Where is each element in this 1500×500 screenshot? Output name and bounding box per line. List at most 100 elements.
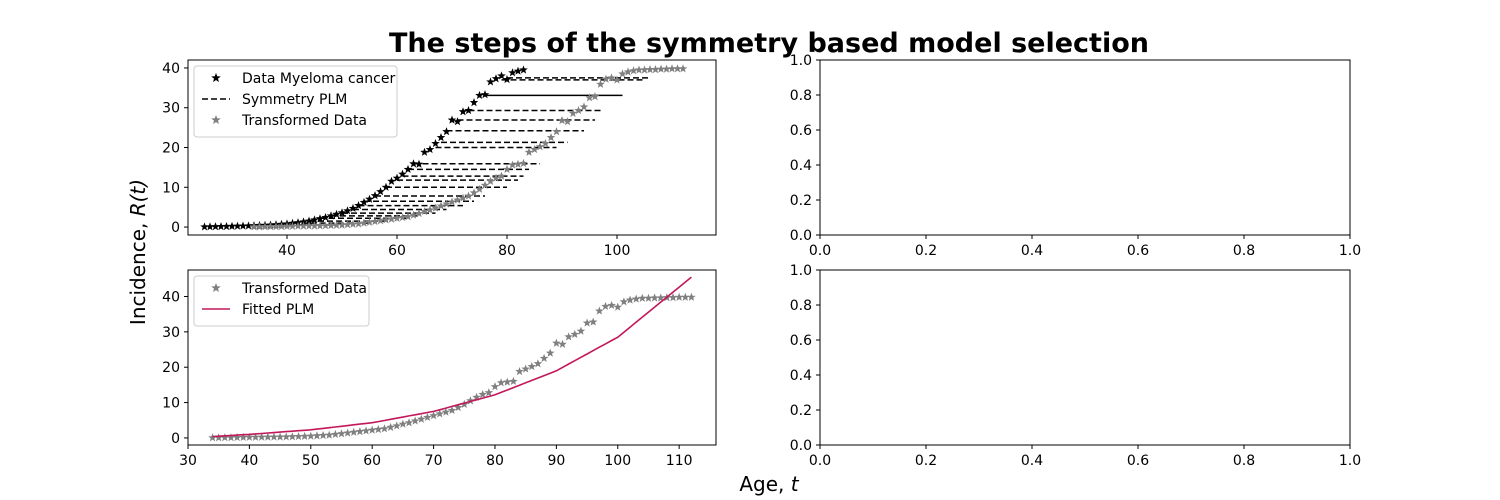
transformed-point: [392, 213, 402, 222]
transformed-point: [266, 222, 275, 231]
transformed-point: [491, 173, 501, 182]
transformed-point: [355, 427, 365, 436]
transformed-point: [447, 197, 457, 206]
transformed-point: [629, 66, 638, 75]
transformed-point: [374, 424, 383, 434]
transformed-point: [475, 184, 484, 193]
legend-box: [193, 275, 370, 327]
x-tick-label: 40: [240, 453, 258, 469]
transformed-point: [535, 142, 545, 151]
transformed-point: [645, 65, 655, 74]
transformed-point: [403, 212, 413, 221]
data-point: [200, 222, 209, 231]
transformed-point: [638, 293, 647, 302]
transformed-point: [404, 418, 414, 427]
data-point: [442, 127, 451, 136]
transformed-point: [255, 222, 264, 231]
data-point: [315, 214, 325, 223]
x-tick-label: 70: [425, 453, 443, 469]
data-point: [227, 221, 237, 230]
data-point: [502, 74, 512, 84]
transformed-point: [392, 421, 402, 430]
transformed-point: [337, 220, 347, 229]
legend-star-swatch: [211, 73, 221, 83]
transformed-point: [521, 364, 530, 373]
x-tick-label: 0.8: [1233, 453, 1255, 469]
subplot-bottom-left: 30 40 50 60 70 80 90 100 110 0 10 20 30 40 Transformed…: [162, 269, 717, 469]
transformed-point: [447, 405, 457, 414]
data-point: [365, 194, 374, 203]
transformed-point: [214, 433, 223, 442]
axes-frame: [187, 59, 717, 236]
transformed-point: [376, 216, 385, 225]
axes-frame: [819, 269, 1351, 446]
y-tick-label: 1.0: [790, 263, 812, 279]
transformed-point: [349, 427, 359, 436]
transformed-point: [208, 433, 217, 442]
y-axis-label-var: R(t): [126, 179, 150, 216]
transformed-point: [365, 217, 374, 226]
subplot-bottom-right: 0.0 0.2 0.4 0.6 0.8 1.0 0.0 0.2 0.4 0.6 0.8 1.0: [790, 263, 1361, 469]
transformed-point: [348, 219, 358, 228]
x-tick-label: 0.4: [1021, 243, 1043, 259]
transformed-point: [249, 222, 259, 231]
transformed-point: [435, 409, 444, 418]
legend-star-swatch: [211, 115, 221, 125]
transformed-point: [673, 64, 682, 73]
transformed-point: [442, 199, 451, 208]
data-point: [480, 90, 490, 99]
transformed-point: [596, 79, 605, 88]
transformed-point: [644, 293, 653, 302]
fitted-plm-line: [212, 276, 692, 438]
transformed-point: [343, 220, 352, 229]
x-axis-label: Age, t: [739, 472, 799, 496]
data-point: [304, 216, 314, 225]
transformed-point: [312, 431, 322, 440]
legend-box: [193, 65, 398, 138]
x-tick-label: 30: [179, 453, 197, 469]
y-tick-label: 0.0: [790, 228, 812, 244]
transformed-point: [496, 378, 506, 387]
transformed-point: [304, 221, 314, 230]
data-point: [508, 68, 517, 77]
transformed-point: [410, 416, 420, 425]
data-point: [205, 222, 215, 231]
transformed-point: [607, 300, 616, 309]
x-tick-label: 0.6: [1127, 453, 1149, 469]
transformed-point: [490, 382, 500, 391]
transformed-point: [226, 433, 236, 442]
y-tick-label: 10: [162, 396, 180, 412]
transformed-point: [220, 433, 230, 442]
transformed-point: [315, 221, 325, 230]
y-tick-label: 40: [162, 290, 180, 306]
data-point: [299, 217, 308, 226]
transformed-point: [387, 214, 396, 223]
transformed-point: [558, 339, 567, 348]
data-point: [343, 206, 352, 215]
subplot-top-left: 40 60 80 100 0 10 20 30 40 Data Myeloma cancer Sym…: [162, 59, 717, 259]
transformed-point: [293, 221, 303, 230]
transformed-point: [429, 411, 438, 420]
transformed-point: [585, 93, 594, 102]
y-tick-label: 0.0: [790, 438, 812, 454]
transformed-point: [288, 221, 297, 230]
transformed-point: [425, 205, 435, 214]
transformed-point: [326, 220, 336, 230]
transformed-point: [414, 209, 424, 218]
y-tick-label: 1.0: [790, 53, 812, 69]
data-point: [238, 221, 248, 230]
transformed-point: [508, 160, 517, 169]
transformed-point: [527, 362, 537, 371]
transformed-point: [631, 294, 641, 303]
transformed-point: [590, 92, 600, 101]
data-point: [337, 208, 347, 217]
transformed-point: [469, 188, 479, 197]
transformed-point: [656, 293, 666, 302]
transformed-point: [656, 64, 666, 73]
transformed-point: [361, 426, 371, 435]
y-tick-label: 10: [162, 180, 180, 196]
x-tick-label: 0.2: [915, 243, 937, 259]
transformed-point: [359, 218, 369, 227]
transformed-point: [502, 164, 512, 174]
transformed-point: [478, 389, 487, 399]
